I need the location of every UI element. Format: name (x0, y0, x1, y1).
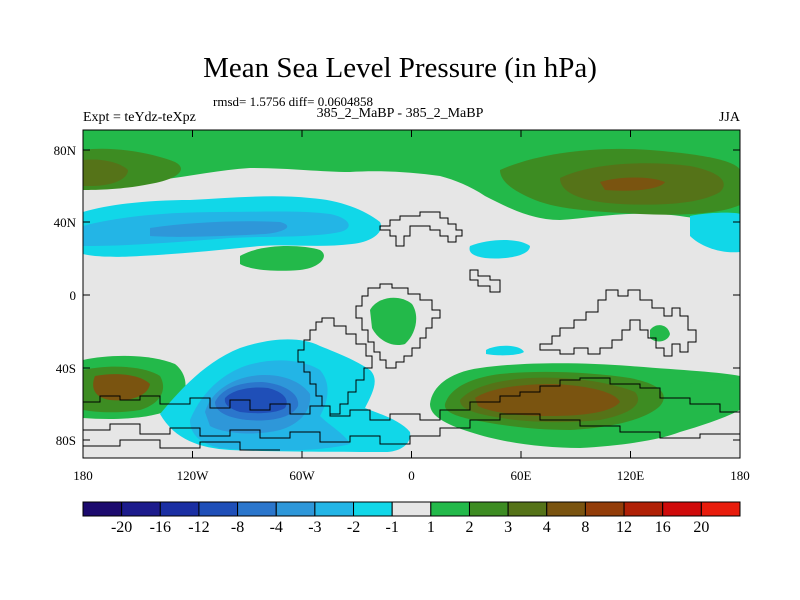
lon-tick-label: 120E (617, 468, 645, 483)
lon-tick-label: 60E (511, 468, 532, 483)
colorbar-swatch (353, 501, 393, 517)
indian-positive-peak (475, 384, 620, 416)
colorbar-swatch (275, 501, 316, 517)
lat-tick-label: 40S (56, 361, 76, 376)
lat-tick-label: 80N (54, 143, 77, 158)
north-negative-peak (150, 221, 288, 237)
colorbar-label: 3 (504, 519, 512, 536)
colorbar-label: -2 (347, 519, 360, 536)
colorbar-label: 8 (581, 519, 589, 536)
colorbar: -20 -16 -12 -8 -4 -3 -2 -1 1 2 3 4 8 12 16 20 (82, 501, 741, 536)
colorbar-swatch (623, 501, 664, 517)
colorbar-swatch (700, 501, 741, 517)
ne-negative-region (690, 212, 740, 253)
colorbar-swatch (237, 501, 277, 517)
colorbar-label: -3 (308, 519, 321, 536)
colorbar-label: 16 (655, 519, 671, 536)
colorbar-label: 4 (543, 519, 551, 536)
colorbar-label: -16 (150, 519, 171, 536)
colorbar-swatch (507, 501, 548, 517)
longitude-axis: 180 120W 60W 0 60E 120E 180 (73, 130, 750, 483)
pacific-positive-patch (240, 246, 324, 271)
lon-tick-label: 180 (73, 468, 93, 483)
colorbar-label: 2 (465, 519, 473, 536)
nw-positive-peak (83, 159, 128, 186)
experiment-label: Expt = teYdz-teXpz (83, 110, 196, 125)
lat-tick-label: 80S (56, 433, 76, 448)
colorbar-swatch (584, 501, 625, 517)
colorbar-swatch (82, 501, 123, 517)
colorbar-swatch (391, 501, 432, 517)
colorbar-swatch (546, 501, 586, 517)
indian-negative-patch (486, 345, 524, 356)
colorbar-swatch (314, 501, 355, 517)
central-negative-patch (469, 240, 530, 259)
colorbar-swatch (198, 501, 239, 517)
colorbar-swatch (430, 501, 470, 517)
coastlines (83, 211, 740, 451)
lon-tick-label: 180 (730, 468, 750, 483)
lon-tick-label: 120W (177, 468, 210, 483)
latitude-axis: 80N 40N 0 40S 80S (54, 143, 740, 448)
australia-positive-patch (650, 325, 670, 342)
se-positive-patch (690, 380, 740, 408)
lon-tick-label: 60W (289, 468, 315, 483)
sw-positive-peak (93, 374, 150, 401)
stats-label: rmsd= 1.5756 diff= 0.0604858 (213, 94, 373, 109)
ne-positive-peak (600, 177, 665, 191)
lat-tick-label: 40N (54, 215, 77, 230)
colorbar-label: -1 (386, 519, 399, 536)
colorbar-swatch (662, 501, 702, 517)
colorbar-swatch (121, 501, 161, 517)
colorbar-label: -20 (111, 519, 132, 536)
south-negative-core (224, 387, 287, 414)
colorbar-label: -12 (188, 519, 209, 536)
lon-tick-label: 0 (408, 468, 415, 483)
plot-title: Mean Sea Level Pressure (in hPa) (203, 52, 597, 84)
colorbar-swatch (468, 501, 509, 517)
lat-tick-label: 0 (70, 288, 77, 303)
colorbar-label: -8 (231, 519, 244, 536)
colorbar-label: -4 (270, 519, 283, 536)
colorbar-swatch (159, 501, 200, 517)
africa-positive-patch (370, 297, 417, 346)
comparison-label: 385_2_MaBP - 385_2_MaBP (316, 106, 484, 121)
season-label: JJA (718, 110, 740, 125)
colorbar-label: 20 (693, 519, 709, 536)
colorbar-label: 12 (616, 519, 632, 536)
colorbar-label: 1 (427, 519, 435, 536)
